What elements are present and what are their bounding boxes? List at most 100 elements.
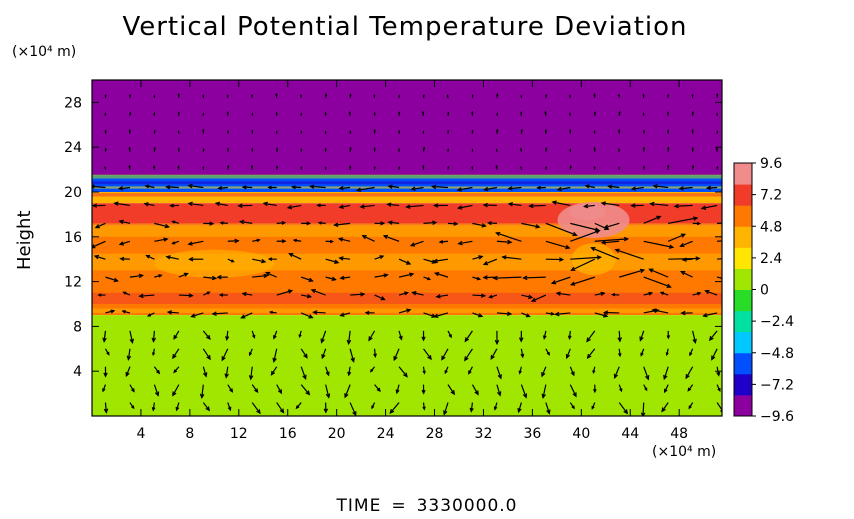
wind-vector xyxy=(139,294,155,297)
wind-vector-head xyxy=(406,308,412,313)
wind-vector-head xyxy=(726,257,730,260)
wind-vector-head xyxy=(659,291,665,296)
wind-vector xyxy=(288,204,302,209)
wind-vector-head xyxy=(409,242,416,247)
wind-vector-head xyxy=(128,128,131,132)
wind-vector-head xyxy=(371,405,375,410)
wind-vector-head xyxy=(545,93,548,97)
heat-band-detail xyxy=(92,181,722,185)
wind-vector xyxy=(227,384,233,393)
warm-anomaly-core xyxy=(569,204,606,221)
wind-vector-head xyxy=(685,374,690,380)
wind-vector-head xyxy=(520,353,525,359)
wind-vector xyxy=(472,222,486,227)
wind-vector-head xyxy=(569,94,572,97)
colorbar-swatch xyxy=(734,373,752,396)
wind-vector-head xyxy=(317,221,322,225)
colorbar-swatch xyxy=(734,310,752,333)
wind-vector-head xyxy=(373,128,376,132)
wind-vector xyxy=(412,291,424,296)
wind-vector xyxy=(604,222,620,229)
wind-vector-head xyxy=(154,391,160,397)
wind-vector-head xyxy=(300,130,303,133)
wind-vector-head xyxy=(708,335,714,342)
wind-vector-head xyxy=(594,227,601,232)
wind-vector xyxy=(483,258,498,265)
wind-vector-head xyxy=(443,410,448,416)
wind-vector-head xyxy=(496,112,499,115)
wind-vector-head xyxy=(386,202,392,207)
wind-vector-head xyxy=(495,128,499,132)
wind-vector-head xyxy=(144,184,150,189)
wind-vector-head xyxy=(172,391,177,397)
wind-vector-head xyxy=(571,405,575,410)
wind-vector-head xyxy=(618,166,621,169)
wind-vector-head xyxy=(248,375,254,381)
time-readout: TIME = 3330000.0 xyxy=(0,496,854,516)
wind-vector-head xyxy=(692,338,697,345)
wind-vector xyxy=(203,276,216,279)
wind-vector-head xyxy=(704,289,710,295)
wind-vector-head xyxy=(306,294,313,299)
wind-vector-head xyxy=(104,129,107,133)
wind-vector-head xyxy=(263,273,269,279)
x-tick-label: 12 xyxy=(230,426,248,442)
wind-vector-head xyxy=(138,293,144,299)
wind-vector xyxy=(166,256,179,260)
wind-vector xyxy=(389,402,400,414)
wind-vector xyxy=(594,312,608,317)
wind-vector xyxy=(458,204,473,209)
wind-vector-head xyxy=(324,93,328,96)
wind-vector-head xyxy=(570,266,576,271)
wind-vector-head xyxy=(444,370,448,375)
wind-vector xyxy=(652,309,669,314)
wind-vector-head xyxy=(618,353,622,358)
wind-vector-head xyxy=(490,354,495,361)
wind-vector xyxy=(643,292,652,296)
wind-vector-head xyxy=(338,256,344,261)
wind-vector-head xyxy=(211,275,218,281)
wind-vector-head xyxy=(164,223,170,229)
wind-vector xyxy=(104,402,107,413)
wind-vector-head xyxy=(481,223,487,228)
wind-vector xyxy=(570,222,599,231)
wind-vector-head xyxy=(656,215,662,220)
y-tick-label: 16 xyxy=(64,230,82,246)
wind-vector xyxy=(520,384,527,398)
wind-vector xyxy=(221,348,229,361)
colorbar-swatch xyxy=(734,394,752,417)
wind-vector xyxy=(129,274,143,278)
wind-vector-head xyxy=(128,146,131,150)
wind-vector-head xyxy=(506,311,513,317)
colorbar-tick-label: −4.8 xyxy=(760,346,794,362)
x-tick-label: 8 xyxy=(185,426,194,442)
wind-vector-head xyxy=(666,335,671,340)
wind-vector-head xyxy=(97,293,102,297)
wind-vector-head xyxy=(661,407,666,413)
wind-vector-head xyxy=(373,165,376,169)
wind-vector xyxy=(502,256,522,260)
wind-vector-head xyxy=(275,165,279,169)
wind-vector-head xyxy=(482,260,489,266)
wind-vector-head xyxy=(292,238,297,243)
wind-vector-head xyxy=(261,258,267,264)
wind-vector-head xyxy=(593,146,596,150)
wind-vector-head xyxy=(117,186,124,191)
colorbar-tick-label: −7.2 xyxy=(760,377,794,393)
wind-vector-head xyxy=(477,313,484,318)
wind-vector-head xyxy=(716,165,719,169)
wind-vector-head xyxy=(183,272,189,277)
wind-vector-head xyxy=(441,355,446,361)
wind-vector xyxy=(663,366,669,380)
wind-vector-head xyxy=(551,200,557,205)
wind-vector-head xyxy=(430,184,437,190)
wind-vector-head xyxy=(277,389,283,395)
wind-vector-head xyxy=(691,128,694,132)
wind-vector-head xyxy=(630,186,637,191)
wind-vector xyxy=(518,402,522,413)
wind-vector-head xyxy=(214,201,221,207)
wind-vector-head xyxy=(153,146,156,150)
wind-vector-head xyxy=(256,409,261,415)
